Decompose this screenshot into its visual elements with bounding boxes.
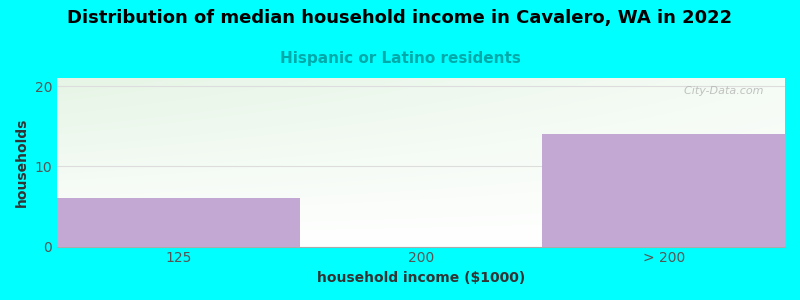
Bar bbox=[57, 198, 300, 247]
Bar bbox=[542, 134, 785, 247]
Text: City-Data.com: City-Data.com bbox=[677, 86, 763, 96]
Text: Hispanic or Latino residents: Hispanic or Latino residents bbox=[279, 51, 521, 66]
Text: Distribution of median household income in Cavalero, WA in 2022: Distribution of median household income … bbox=[67, 9, 733, 27]
Y-axis label: households: households bbox=[15, 118, 29, 207]
X-axis label: household income ($1000): household income ($1000) bbox=[317, 271, 525, 285]
